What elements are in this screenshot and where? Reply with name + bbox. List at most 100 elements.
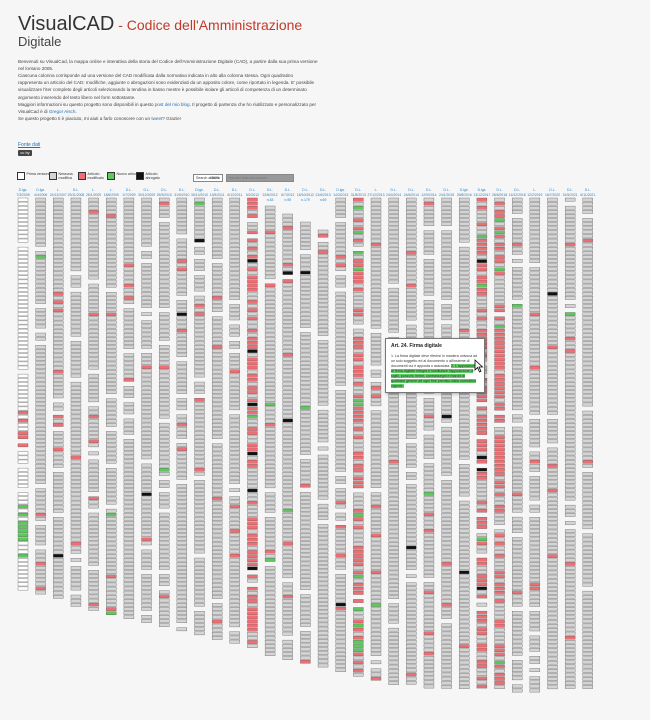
article-cell[interactable] <box>317 540 329 545</box>
article-cell[interactable] <box>194 504 205 509</box>
article-cell[interactable] <box>459 246 470 251</box>
article-cell[interactable] <box>159 357 170 361</box>
article-cell[interactable] <box>35 210 46 214</box>
article-cell[interactable] <box>53 459 64 464</box>
article-cell[interactable] <box>494 275 505 280</box>
article-cell[interactable] <box>123 357 135 362</box>
article-cell[interactable] <box>159 537 170 541</box>
version-column[interactable] <box>370 197 382 681</box>
article-cell[interactable] <box>247 443 258 448</box>
article-cell[interactable] <box>88 247 99 251</box>
article-cell[interactable] <box>547 521 558 526</box>
article-cell[interactable] <box>300 475 311 480</box>
article-cell[interactable] <box>176 349 188 353</box>
article-cell[interactable] <box>317 283 329 287</box>
article-cell[interactable] <box>70 357 82 361</box>
article-cell[interactable] <box>211 410 223 415</box>
article-cell[interactable] <box>159 623 170 627</box>
article-cell[interactable] <box>441 599 452 603</box>
article-cell[interactable] <box>317 332 329 336</box>
article-cell[interactable] <box>353 546 364 550</box>
article-cell[interactable] <box>264 320 276 325</box>
article-cell[interactable] <box>529 283 541 288</box>
article-cell[interactable] <box>300 246 311 250</box>
article-cell[interactable] <box>264 492 276 497</box>
article-cell[interactable] <box>494 562 505 566</box>
article-cell[interactable] <box>123 296 135 300</box>
article-cell[interactable] <box>441 590 452 595</box>
article-cell[interactable] <box>317 287 329 291</box>
article-cell[interactable] <box>547 562 558 567</box>
article-cell[interactable] <box>388 230 399 235</box>
article-cell[interactable] <box>282 631 293 636</box>
article-cell[interactable] <box>53 406 64 411</box>
article-cell[interactable] <box>229 619 240 623</box>
article-cell[interactable] <box>17 578 29 583</box>
article-cell[interactable] <box>353 300 364 304</box>
article-cell[interactable] <box>141 418 152 423</box>
article-cell[interactable] <box>88 271 99 276</box>
article-cell[interactable] <box>547 656 558 661</box>
article-cell[interactable] <box>476 582 488 586</box>
article-cell[interactable] <box>176 300 188 304</box>
article-cell[interactable] <box>229 574 240 578</box>
article-cell[interactable] <box>388 410 399 415</box>
article-cell[interactable] <box>353 443 364 448</box>
article-cell[interactable] <box>423 553 435 558</box>
article-cell[interactable] <box>335 341 346 345</box>
article-cell[interactable] <box>370 337 382 341</box>
article-cell[interactable] <box>159 275 170 280</box>
article-cell[interactable] <box>70 492 82 497</box>
article-cell[interactable] <box>229 271 240 276</box>
article-cell[interactable] <box>141 537 152 542</box>
version-column[interactable] <box>53 197 64 599</box>
article-cell[interactable] <box>300 238 311 242</box>
article-cell[interactable] <box>494 390 505 394</box>
article-cell[interactable] <box>194 598 205 603</box>
article-cell[interactable] <box>300 430 311 435</box>
article-cell[interactable] <box>406 631 417 636</box>
article-cell[interactable] <box>476 288 488 292</box>
article-cell[interactable] <box>194 594 205 599</box>
article-cell[interactable] <box>494 230 505 235</box>
article-cell[interactable] <box>582 267 593 271</box>
article-cell[interactable] <box>547 464 558 468</box>
article-cell[interactable] <box>282 513 293 517</box>
article-cell[interactable] <box>494 345 505 349</box>
article-cell[interactable] <box>176 304 188 308</box>
article-cell[interactable] <box>123 611 135 615</box>
article-cell[interactable] <box>547 476 558 480</box>
article-cell[interactable] <box>106 513 117 517</box>
article-cell[interactable] <box>229 201 240 206</box>
article-cell[interactable] <box>441 402 452 406</box>
article-cell[interactable] <box>512 418 523 423</box>
article-cell[interactable] <box>317 434 329 439</box>
article-cell[interactable] <box>211 484 223 489</box>
article-cell[interactable] <box>512 369 523 374</box>
article-cell[interactable] <box>88 275 99 280</box>
article-cell[interactable] <box>370 472 382 476</box>
article-cell[interactable] <box>176 459 188 464</box>
article-cell[interactable] <box>35 566 46 570</box>
article-cell[interactable] <box>17 287 29 292</box>
article-cell[interactable] <box>582 685 593 689</box>
article-cell[interactable] <box>335 533 346 537</box>
article-cell[interactable] <box>317 340 329 344</box>
article-cell[interactable] <box>211 365 223 370</box>
article-cell[interactable] <box>141 447 152 451</box>
article-cell[interactable] <box>123 214 135 218</box>
article-cell[interactable] <box>494 513 505 517</box>
article-cell[interactable] <box>423 471 435 476</box>
column-header-l2[interactable]: 25/3/2010 <box>157 193 172 197</box>
article-cell[interactable] <box>476 684 488 689</box>
article-cell[interactable] <box>123 594 135 599</box>
article-cell[interactable] <box>70 598 82 603</box>
column-header-l1[interactable]: L. <box>110 188 113 192</box>
article-cell[interactable] <box>459 287 470 292</box>
article-cell[interactable] <box>141 336 152 341</box>
article-cell[interactable] <box>300 451 311 455</box>
article-cell[interactable] <box>53 320 64 325</box>
article-cell[interactable] <box>17 328 29 333</box>
article-cell[interactable] <box>247 410 258 415</box>
article-cell[interactable] <box>512 594 523 599</box>
